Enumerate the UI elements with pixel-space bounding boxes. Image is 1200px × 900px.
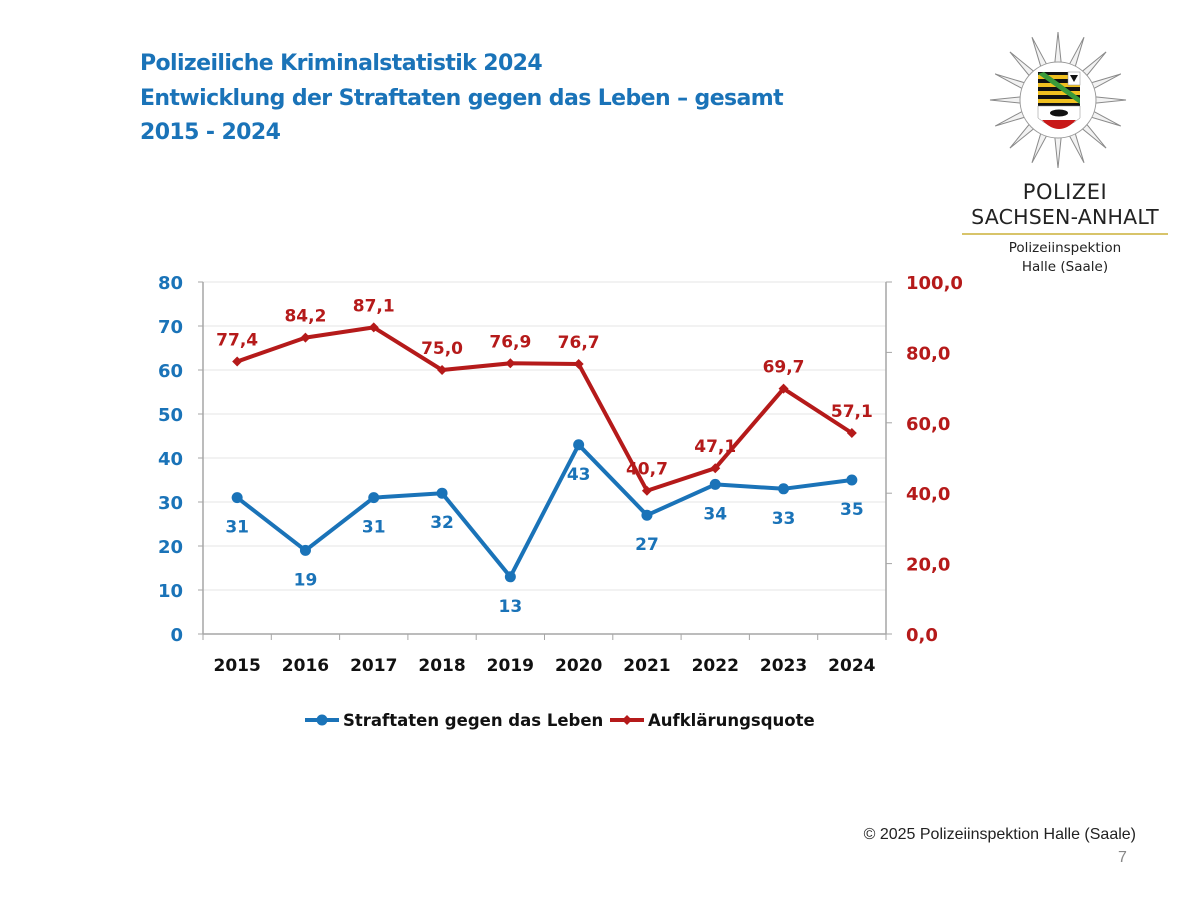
right-axis-tick-label: 80,0 <box>906 343 950 364</box>
right-axis-tick-label: 40,0 <box>906 484 950 505</box>
left-axis-tick-label: 0 <box>170 625 183 646</box>
x-axis-tick-label: 2021 <box>623 656 670 676</box>
x-axis-tick-label: 2022 <box>692 656 739 676</box>
data-point <box>437 365 448 375</box>
data-point <box>368 322 379 333</box>
legend-label: Straftaten gegen das Leben <box>343 711 603 730</box>
x-axis-tick-label: 2018 <box>418 656 465 676</box>
left-axis-tick-label: 80 <box>158 273 183 294</box>
data-label: 43 <box>567 465 591 485</box>
title-line-3: 2015 - 2024 <box>140 120 281 145</box>
data-label: 76,9 <box>489 332 531 352</box>
title-line-1: Polizeiliche Kriminalstatistik 2024 <box>140 51 543 76</box>
data-point <box>710 463 721 474</box>
data-label: 87,1 <box>353 296 395 316</box>
left-axis-tick-label: 60 <box>158 361 183 382</box>
left-axis-tick-label: 40 <box>158 449 183 470</box>
data-label: 35 <box>840 500 864 520</box>
data-label: 27 <box>635 535 659 555</box>
data-label: 47,1 <box>694 437 736 457</box>
data-label: 31 <box>362 518 386 538</box>
data-point <box>778 483 790 495</box>
data-point <box>505 358 516 369</box>
data-point <box>231 492 243 504</box>
x-axis-tick-label: 2015 <box>213 656 260 676</box>
data-label: 76,7 <box>558 333 600 353</box>
data-label: 57,1 <box>831 402 873 422</box>
x-axis-tick-label: 2019 <box>487 656 534 676</box>
x-axis-tick-label: 2017 <box>350 656 397 676</box>
data-label: 13 <box>499 597 523 617</box>
series-line-straftaten <box>235 442 853 579</box>
data-point <box>846 428 857 439</box>
data-point <box>232 356 243 367</box>
data-label: 32 <box>430 513 454 533</box>
data-point <box>778 383 789 394</box>
data-label: 40,7 <box>626 460 668 480</box>
data-point <box>709 478 721 490</box>
page-number: 7 <box>1118 849 1127 866</box>
x-axis-tick-label: 2024 <box>828 656 875 676</box>
legend-marker <box>622 715 632 725</box>
left-axis-tick-label: 70 <box>158 317 183 338</box>
legend-marker <box>316 714 328 726</box>
logo-line-4: Halle (Saale) <box>1021 259 1109 275</box>
data-point <box>573 359 584 370</box>
data-label: 84,2 <box>284 307 326 327</box>
data-point <box>846 474 858 486</box>
right-axis-tick-label: 60,0 <box>906 414 950 435</box>
data-point <box>573 439 585 451</box>
logo-line-1: POLIZEI <box>1022 180 1108 204</box>
left-axis-tick-label: 20 <box>158 537 183 558</box>
data-label: 33 <box>772 509 796 529</box>
x-axis-tick-label: 2020 <box>555 656 602 676</box>
data-point <box>504 571 516 583</box>
police-logo: POLIZEI SACHSEN-ANHALT Polizeiinspektion… <box>960 28 1170 288</box>
data-point <box>641 485 652 496</box>
right-axis-tick-label: 20,0 <box>906 555 950 576</box>
copyright-text: © 2025 Polizeiinspektion Halle (Saale) <box>863 826 1136 843</box>
logo-line-3: Polizeiinspektion <box>1008 240 1122 256</box>
left-axis-tick-label: 30 <box>158 493 183 514</box>
data-label: 34 <box>703 504 727 524</box>
right-axis-tick-label: 0,0 <box>906 625 938 646</box>
right-axis-tick-label: 100,0 <box>906 273 963 294</box>
data-point <box>299 544 311 556</box>
data-label: 19 <box>294 570 318 590</box>
data-label: 75,0 <box>421 339 463 359</box>
data-label: 31 <box>225 518 249 538</box>
left-axis-tick-label: 50 <box>158 405 183 426</box>
data-label: 77,4 <box>216 331 258 351</box>
logo-line-2: SACHSEN-ANHALT <box>971 205 1159 229</box>
title-line-2: Entwicklung der Straftaten gegen das Leb… <box>140 85 784 111</box>
data-point <box>641 509 653 521</box>
logo-divider <box>962 233 1168 235</box>
page-title: Polizeiliche Kriminalstatistik 2024 Entw… <box>140 47 784 151</box>
x-axis-tick-label: 2023 <box>760 656 807 676</box>
left-axis-tick-label: 10 <box>158 581 183 602</box>
data-label: 69,7 <box>763 358 805 378</box>
x-axis-tick-label: 2016 <box>282 656 329 676</box>
legend-label: Aufklärungsquote <box>648 711 815 730</box>
series-line-aufklaerungsquote <box>236 325 853 493</box>
police-star-coat-of-arms-icon <box>989 31 1127 169</box>
data-point <box>300 332 311 343</box>
data-point <box>368 492 380 504</box>
data-point <box>436 487 448 499</box>
